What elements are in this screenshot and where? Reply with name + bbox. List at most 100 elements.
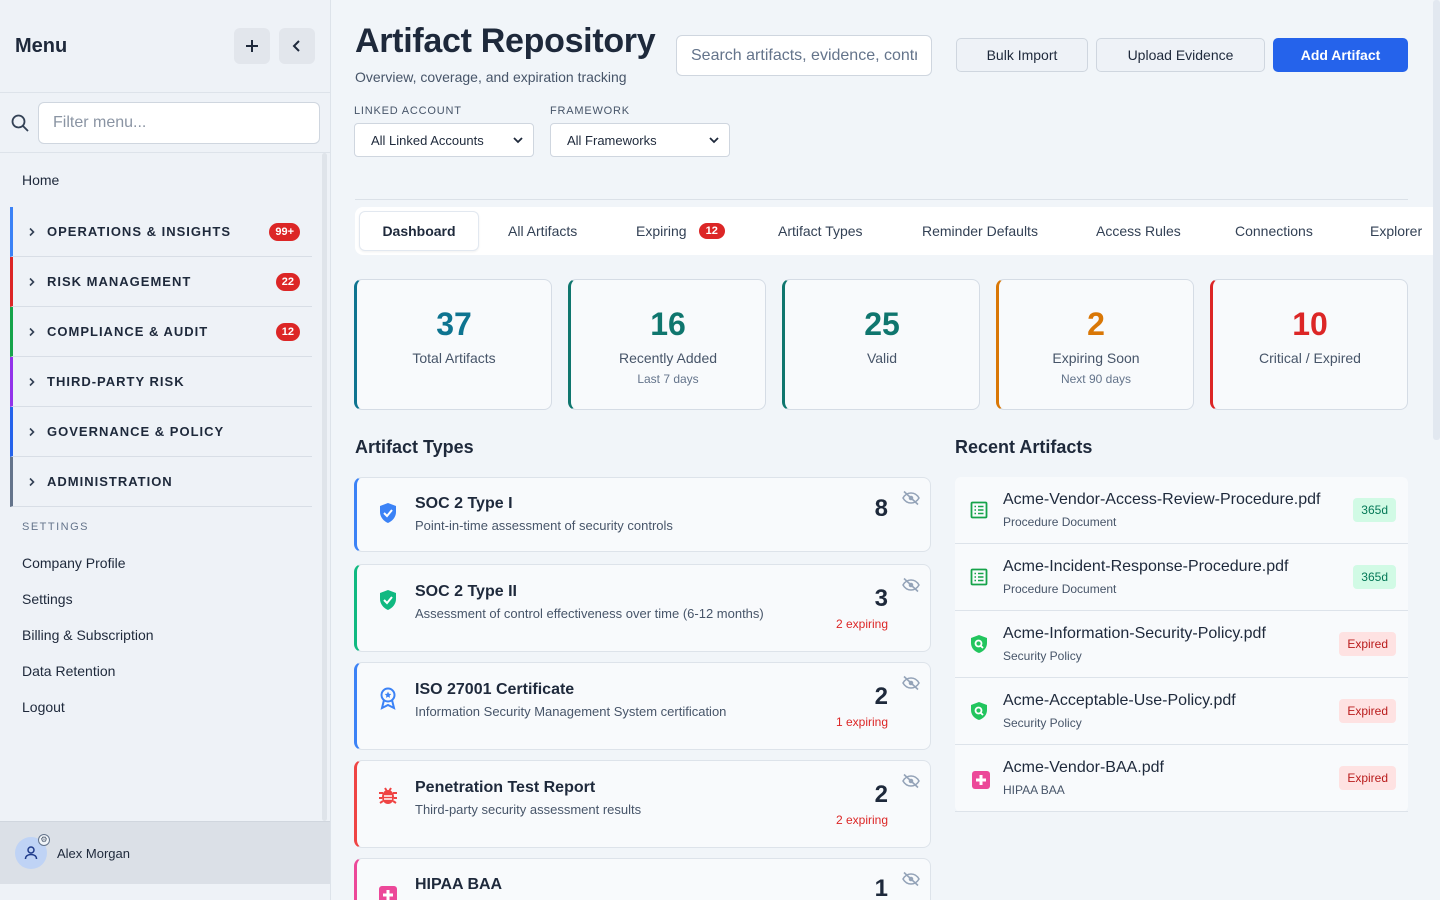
status-badge: Expired bbox=[1339, 766, 1396, 790]
tab-artifact-types[interactable]: Artifact Types bbox=[778, 207, 863, 255]
eye-off-icon[interactable] bbox=[902, 577, 920, 593]
artifact-type-card[interactable]: SOC 2 Type I Point-in-time assessment of … bbox=[354, 477, 931, 552]
stat-card[interactable]: 25 Valid bbox=[782, 279, 980, 410]
artifact-type-name: ISO 27001 Certificate bbox=[415, 681, 575, 698]
tab-dashboard[interactable]: Dashboard bbox=[359, 211, 479, 251]
search-input[interactable] bbox=[676, 35, 932, 76]
recent-artifact-row[interactable]: Acme-Incident-Response-Procedure.pdf Proc… bbox=[955, 544, 1408, 611]
tab-all-artifacts[interactable]: All Artifacts bbox=[508, 207, 577, 255]
tab-reminder-defaults[interactable]: Reminder Defaults bbox=[922, 207, 1038, 255]
eye-off-icon[interactable] bbox=[902, 675, 920, 691]
tab-explorer[interactable]: Explorer bbox=[1370, 207, 1422, 255]
artifact-type-card[interactable]: ISO 27001 Certificate Information Securit… bbox=[354, 662, 931, 750]
artifact-filename: Acme-Vendor-Access-Review-Procedure.pdf bbox=[1003, 491, 1321, 508]
eye-off-icon[interactable] bbox=[902, 490, 920, 506]
eye-off-icon[interactable] bbox=[902, 871, 920, 887]
stat-label: Total Artifacts bbox=[412, 350, 496, 366]
stat-card[interactable]: 16 Recently Added Last 7 days bbox=[568, 279, 766, 410]
user-profile[interactable]: ⚙ Alex Morgan bbox=[0, 821, 330, 884]
filter-menu-input[interactable] bbox=[38, 101, 320, 144]
page-subtitle: Overview, coverage, and expiration track… bbox=[355, 69, 627, 85]
expiring-count: 2 expiring bbox=[835, 617, 888, 631]
sidebar-section-risk-management[interactable]: RISK MANAGEMENT 22 bbox=[10, 257, 312, 307]
add-artifact-button[interactable]: Add Artifact bbox=[1273, 38, 1408, 72]
upload-evidence-button[interactable]: Upload Evidence bbox=[1096, 38, 1265, 72]
linked-account-label: LINKED ACCOUNT bbox=[354, 105, 462, 117]
artifact-type: Security Policy bbox=[1003, 716, 1082, 730]
recent-artifacts-heading: Recent Artifacts bbox=[955, 437, 1093, 457]
status-badge: 365d bbox=[1353, 565, 1396, 589]
sidebar-section-label: OPERATIONS & INSIGHTS bbox=[47, 224, 231, 239]
stat-card[interactable]: 2 Expiring Soon Next 90 days bbox=[996, 279, 1194, 410]
linked-account-value: All Linked Accounts bbox=[371, 132, 484, 148]
recent-artifact-row[interactable]: Acme-Vendor-BAA.pdf HIPAA BAA Expired bbox=[955, 745, 1408, 812]
sidebar-section-label: RISK MANAGEMENT bbox=[47, 274, 192, 289]
menu-filter bbox=[0, 93, 330, 153]
stat-value: 37 bbox=[436, 306, 472, 342]
artifact-type-name: HIPAA BAA bbox=[415, 876, 503, 893]
status-badge: 365d bbox=[1353, 498, 1396, 522]
tab-label: Artifact Types bbox=[778, 223, 863, 239]
shield-check-icon bbox=[376, 501, 400, 525]
stat-label: Expiring Soon bbox=[1052, 350, 1140, 366]
sidebar-section-governance-policy[interactable]: GOVERNANCE & POLICY bbox=[10, 407, 312, 457]
sidebar-item-data-retention[interactable]: Data Retention bbox=[22, 663, 116, 679]
artifact-type-name: Penetration Test Report bbox=[415, 779, 596, 796]
artifact-type-name: SOC 2 Type I bbox=[415, 495, 513, 512]
artifact-type-card[interactable]: HIPAA BAA 1 bbox=[354, 858, 931, 900]
stat-label: Valid bbox=[866, 350, 898, 366]
sidebar-item-settings[interactable]: Settings bbox=[22, 591, 73, 607]
sidebar-section-administration[interactable]: ADMINISTRATION bbox=[10, 457, 312, 507]
stat-card[interactable]: 10 Critical / Expired bbox=[1210, 279, 1408, 410]
artifact-type-card[interactable]: Penetration Test Report Third-party secur… bbox=[354, 760, 931, 848]
artifact-type: Procedure Document bbox=[1003, 582, 1117, 596]
stat-card[interactable]: 37 Total Artifacts bbox=[354, 279, 552, 410]
medical-cross-icon bbox=[376, 883, 400, 900]
bulk-import-button[interactable]: Bulk Import bbox=[956, 38, 1088, 72]
settings-heading: SETTINGS bbox=[22, 521, 90, 533]
artifact-filename: Acme-Vendor-BAA.pdf bbox=[1003, 759, 1164, 776]
artifact-type-count: 2 bbox=[874, 781, 888, 808]
avatar[interactable]: ⚙ bbox=[15, 834, 50, 869]
chevron-right-icon bbox=[27, 277, 43, 287]
tab-label: Expiring bbox=[636, 223, 687, 239]
expiring-count-badge: 12 bbox=[698, 223, 725, 239]
collapse-sidebar-button[interactable] bbox=[279, 28, 315, 64]
recent-artifacts-list: Acme-Vendor-Access-Review-Procedure.pdf P… bbox=[955, 477, 1408, 812]
sidebar-item-logout[interactable]: Logout bbox=[22, 699, 65, 715]
artifact-type-card[interactable]: SOC 2 Type II Assessment of control effec… bbox=[354, 564, 931, 652]
notification-badge: 12 bbox=[275, 322, 300, 341]
tab-label: Reminder Defaults bbox=[922, 223, 1038, 239]
sidebar-section-third-party-risk[interactable]: THIRD-PARTY RISK bbox=[10, 357, 312, 407]
main-scrollbar[interactable] bbox=[1433, 0, 1440, 440]
recent-artifact-row[interactable]: Acme-Information-Security-Policy.pdf Secu… bbox=[955, 611, 1408, 678]
artifact-type-description: Assessment of control effectiveness over… bbox=[415, 606, 764, 621]
stat-value: 16 bbox=[650, 306, 686, 342]
sidebar-nav: Home OPERATIONS & INSIGHTS 99+ RISK MANAGE… bbox=[10, 153, 312, 821]
stat-sublabel: Last 7 days bbox=[637, 372, 699, 386]
sidebar-item-billing-subscription[interactable]: Billing & Subscription bbox=[22, 627, 154, 643]
add-menu-button[interactable] bbox=[234, 28, 270, 64]
chevron-down-icon bbox=[513, 137, 523, 144]
stat-label: Recently Added bbox=[618, 350, 718, 366]
tab-label: Connections bbox=[1235, 223, 1313, 239]
sidebar-section-compliance-audit[interactable]: COMPLIANCE & AUDIT 12 bbox=[10, 307, 312, 357]
sidebar-item-company-profile[interactable]: Company Profile bbox=[22, 555, 126, 571]
sidebar: Menu Home OPERATIONS & INSIGHTS 99+ RISK M… bbox=[0, 0, 331, 900]
linked-account-select[interactable]: All Linked Accounts bbox=[354, 123, 534, 157]
tab-access-rules[interactable]: Access Rules bbox=[1096, 207, 1181, 255]
sidebar-section-operations-insights[interactable]: OPERATIONS & INSIGHTS 99+ bbox=[10, 207, 312, 257]
eye-off-icon[interactable] bbox=[902, 773, 920, 789]
tab-label: All Artifacts bbox=[508, 223, 578, 239]
recent-artifact-row[interactable]: Acme-Vendor-Access-Review-Procedure.pdf P… bbox=[955, 477, 1408, 544]
sidebar-item-home[interactable]: Home bbox=[22, 172, 60, 188]
user-name: Alex Morgan bbox=[57, 845, 130, 861]
framework-select[interactable]: All Frameworks bbox=[550, 123, 730, 157]
award-icon bbox=[376, 686, 400, 710]
tab-expiring[interactable]: Expiring 12 bbox=[636, 207, 725, 255]
chevron-right-icon bbox=[27, 327, 43, 337]
recent-artifact-row[interactable]: Acme-Acceptable-Use-Policy.pdf Security P… bbox=[955, 678, 1408, 745]
sidebar-scrollbar[interactable] bbox=[322, 153, 327, 821]
tab-connections[interactable]: Connections bbox=[1235, 207, 1313, 255]
chevron-right-icon bbox=[27, 227, 43, 237]
